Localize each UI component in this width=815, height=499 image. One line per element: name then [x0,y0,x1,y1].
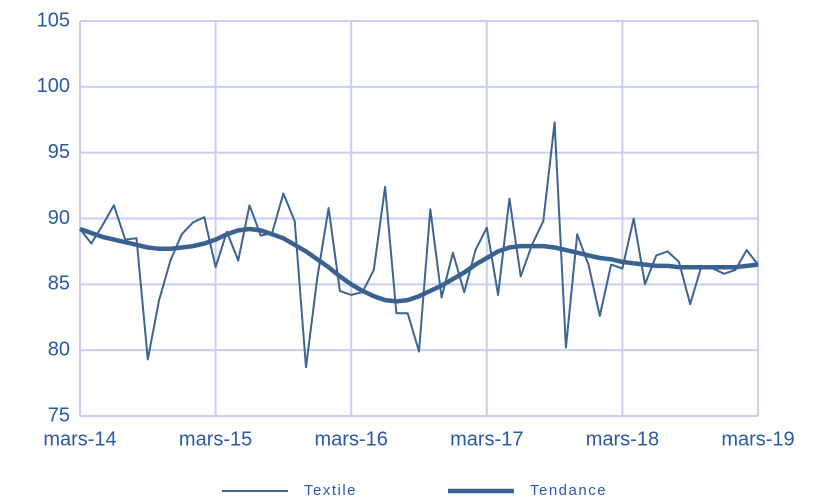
legend-label: Tendance [530,482,607,499]
y-tick-label: 75 [48,404,70,426]
x-tick-label: mars-14 [43,428,116,450]
y-tick-label: 85 [48,273,70,295]
y-tick-label: 105 [37,9,70,31]
x-tick-label: mars-19 [721,428,794,450]
y-tick-label: 90 [48,207,70,229]
legend-label: Textile [304,482,357,499]
y-tick-label: 95 [48,141,70,163]
series-line [79,121,759,369]
x-tick-label: mars-16 [315,428,388,450]
x-tick-label: mars-18 [586,428,659,450]
x-tick-label: mars-17 [450,428,523,450]
y-tick-label: 80 [48,338,70,360]
x-tick-label: mars-15 [179,428,252,450]
y-tick-label: 100 [37,75,70,97]
series-line [79,226,759,304]
